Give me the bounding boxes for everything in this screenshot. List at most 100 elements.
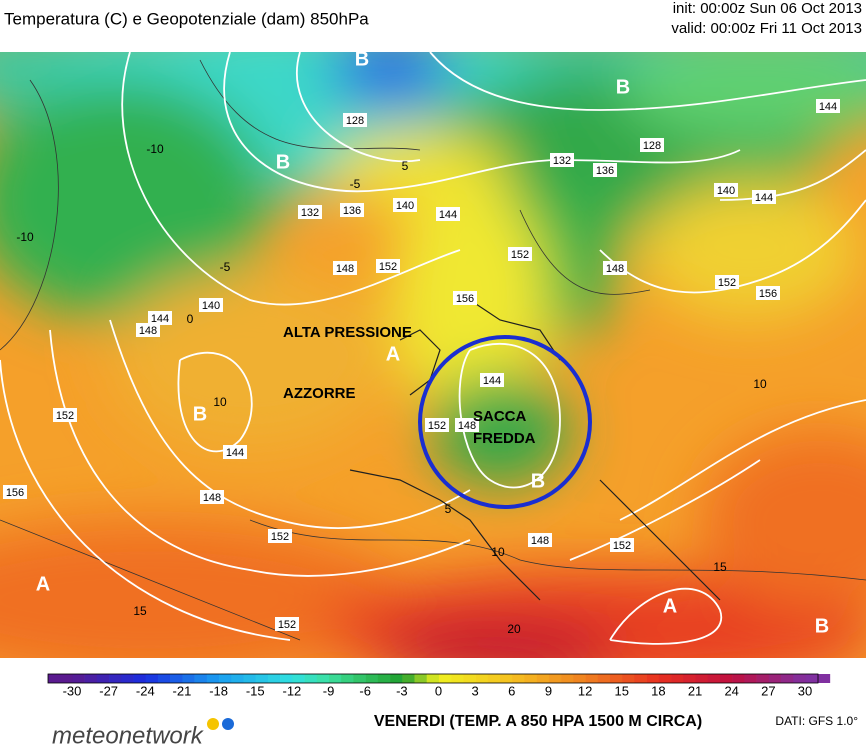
pressure-center: B bbox=[276, 151, 290, 173]
colorbar-swatch bbox=[597, 674, 611, 683]
colorbar-swatch bbox=[133, 674, 147, 683]
height-label: 156 bbox=[456, 293, 474, 305]
height-label-box bbox=[528, 533, 552, 547]
colorbar-tick-label: 12 bbox=[578, 683, 592, 698]
temperature-label: 10 bbox=[213, 395, 227, 409]
colorbar-swatch bbox=[585, 674, 599, 683]
colorbar-tick-label: 6 bbox=[508, 683, 515, 698]
colorbar-swatch bbox=[157, 674, 171, 683]
colorbar-swatch bbox=[805, 674, 818, 683]
colorbar-swatch bbox=[414, 674, 428, 683]
colorbar-swatch bbox=[84, 674, 98, 683]
colorbar-swatch bbox=[304, 674, 318, 683]
height-label-box bbox=[453, 291, 477, 305]
colorbar-tick-label: -30 bbox=[63, 683, 82, 698]
caption: VENERDI (TEMP. A 850 HPA 1500 M CIRCA) bbox=[374, 713, 702, 730]
temperature-label: 15 bbox=[133, 604, 147, 618]
height-label-box bbox=[455, 418, 479, 432]
colorbar-tick-label: 0 bbox=[435, 683, 442, 698]
colorbar-tick-label: 9 bbox=[545, 683, 552, 698]
height-label: 152 bbox=[428, 420, 446, 432]
colorbar-tick-label: -15 bbox=[246, 683, 265, 698]
temperature-label: -10 bbox=[16, 230, 34, 244]
height-label-box bbox=[275, 617, 299, 631]
annotation: FREDDA bbox=[473, 430, 536, 447]
height-label: 132 bbox=[301, 207, 319, 219]
colorbar-swatch bbox=[72, 674, 85, 683]
highlight-circle bbox=[418, 335, 592, 509]
height-label-box bbox=[550, 153, 574, 167]
height-label-box bbox=[148, 311, 172, 325]
colorbar-swatch bbox=[390, 674, 403, 683]
pressure-center: B bbox=[815, 615, 829, 637]
height-label: 152 bbox=[56, 410, 74, 422]
height-label-box bbox=[715, 275, 739, 289]
colorbar-swatch bbox=[231, 674, 244, 683]
colorbar-tick-label: 24 bbox=[724, 683, 738, 698]
colorbar-swatch bbox=[475, 674, 489, 683]
colorbar-swatch bbox=[634, 674, 647, 683]
height-label: 144 bbox=[439, 209, 457, 221]
colorbar-swatch bbox=[524, 674, 537, 683]
colorbar-tick-label: 18 bbox=[651, 683, 665, 698]
pressure-center: A bbox=[36, 573, 50, 595]
height-label-box bbox=[393, 198, 417, 212]
colorbar-swatch bbox=[487, 674, 501, 683]
colorbar: -30 -27 -24 -21 -18 -15 -12 -9 -6 -3 0 3 6 9 12 15 18 21 2… bbox=[47, 673, 831, 698]
colorbar-swatch bbox=[793, 674, 806, 683]
temperature-label: 15 bbox=[713, 560, 727, 574]
colorbar-swatch bbox=[646, 674, 660, 683]
colorbar-swatch bbox=[377, 674, 391, 683]
colorbar-swatch bbox=[316, 674, 330, 683]
annotation: ALTA PRESSIONE bbox=[283, 324, 412, 341]
temperature-label: -5 bbox=[220, 260, 231, 274]
colorbar-tick-label: -9 bbox=[323, 683, 335, 698]
height-label: 148 bbox=[531, 535, 549, 547]
colorbar-swatch bbox=[267, 674, 281, 683]
temperature-label: 5 bbox=[402, 159, 409, 173]
colorbar-swatch bbox=[194, 674, 208, 683]
temperature-label: 10 bbox=[491, 545, 505, 559]
height-label: 140 bbox=[202, 300, 220, 312]
logo-dot bbox=[222, 718, 234, 730]
colorbar-swatch bbox=[573, 674, 586, 683]
colorbar-swatch bbox=[292, 674, 305, 683]
colorbar-tick-label: -3 bbox=[396, 683, 408, 698]
pressure-center: B bbox=[355, 48, 369, 70]
height-label-box bbox=[480, 373, 504, 387]
init-time: init: 00:00z Sun 06 Oct 2013 bbox=[673, 0, 862, 17]
colorbar-swatch bbox=[426, 674, 440, 683]
height-label-box bbox=[508, 247, 532, 261]
colorbar-swatch bbox=[683, 674, 696, 683]
title: Temperatura (C) e Geopotenziale (dam) 85… bbox=[4, 9, 369, 28]
height-label: 128 bbox=[643, 140, 661, 152]
colorbar-swatch bbox=[145, 674, 159, 683]
height-label-box bbox=[298, 205, 322, 219]
height-label-box bbox=[268, 529, 292, 543]
height-label: 148 bbox=[203, 492, 221, 504]
colorbar-swatch bbox=[781, 674, 794, 683]
temperature-label: 20 bbox=[507, 622, 521, 636]
height-label: 152 bbox=[379, 261, 397, 273]
colorbar-tick-label: 21 bbox=[688, 683, 702, 698]
height-label: 152 bbox=[511, 249, 529, 261]
colorbar-swatch bbox=[328, 674, 342, 683]
colorbar-tick-label: 30 bbox=[798, 683, 812, 698]
height-label-box bbox=[756, 286, 780, 300]
colorbar-swatch bbox=[695, 674, 708, 683]
height-label: 140 bbox=[717, 185, 735, 197]
colorbar-swatch bbox=[548, 674, 562, 683]
height-label: 148 bbox=[606, 263, 624, 275]
temperature-label: 10 bbox=[753, 377, 767, 391]
height-label-box bbox=[752, 190, 776, 204]
colorbar-tick-label: -12 bbox=[283, 683, 302, 698]
height-label-box bbox=[640, 138, 664, 152]
colorbar-swatch bbox=[512, 674, 525, 683]
colorbar-swatch bbox=[365, 674, 379, 683]
annotation: AZZORRE bbox=[283, 385, 356, 402]
height-label: 136 bbox=[343, 205, 361, 217]
colorbar-swatch bbox=[671, 674, 684, 683]
colorbar-tick-label: -18 bbox=[209, 683, 228, 698]
colorbar-tick-label: 3 bbox=[472, 683, 479, 698]
